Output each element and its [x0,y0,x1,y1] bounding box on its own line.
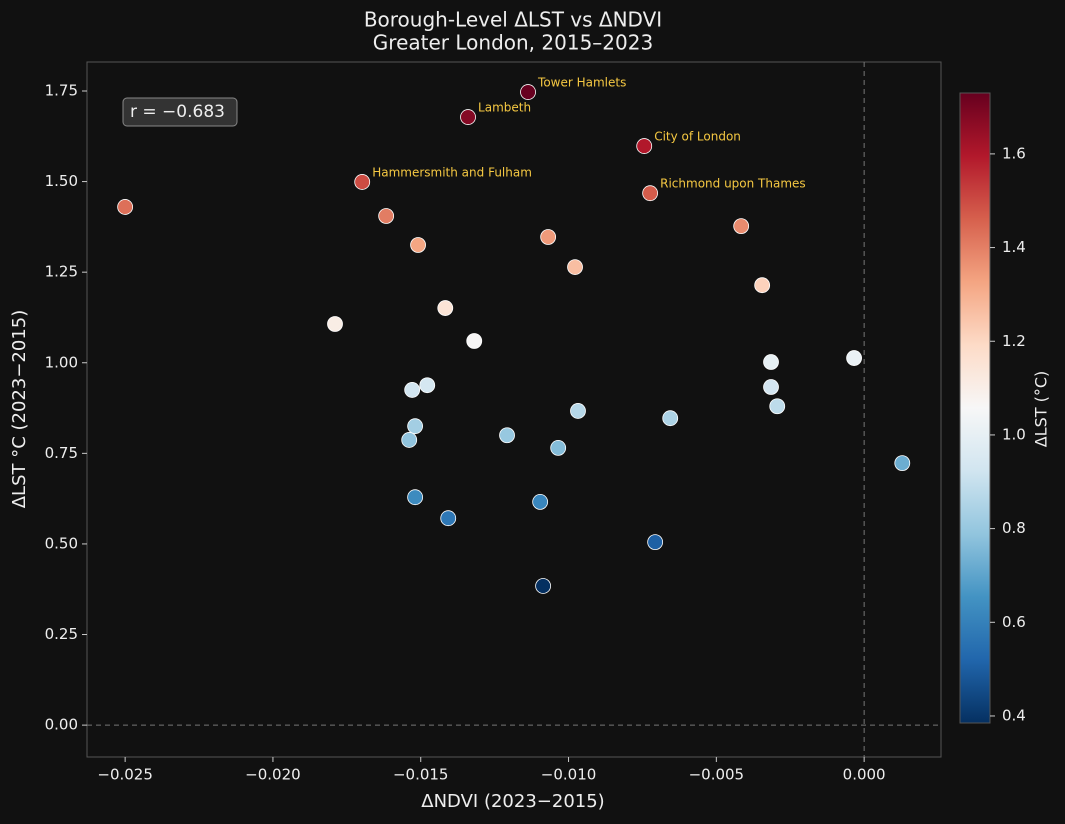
x-tick-label: −0.025 [97,766,153,784]
point-label: Lambeth [478,101,531,115]
point [570,403,586,419]
point [636,138,653,154]
point [540,229,557,245]
colorbar [959,92,991,724]
point [754,277,771,294]
y-tick-label: 1.50 [45,172,78,190]
point [733,218,750,235]
y-tick-label: 1.75 [45,81,78,99]
point [404,382,421,398]
point [567,259,583,275]
y-tick-label: 1.00 [45,353,78,371]
point [894,455,911,472]
point [410,237,426,253]
point [769,398,786,415]
point [763,354,779,370]
point-label: Richmond upon Thames [660,177,806,191]
point [460,109,476,125]
point [354,174,371,190]
point [117,199,134,215]
point [846,350,862,366]
y-tick-label: 0.00 [45,716,78,734]
point-label: Tower Hamlets [537,76,626,90]
point [763,379,779,395]
point [401,432,418,448]
point [532,494,549,510]
point [466,333,483,349]
colorbar-tick-label: 1.0 [1002,425,1026,443]
annotation: r = −0.683 [130,102,225,122]
point [407,418,424,435]
colorbar-tick-label: 0.8 [1002,519,1026,537]
y-tick-label: 0.75 [45,444,78,462]
point [647,534,664,551]
y-axis-label: ΔLST °C (2023−2015) [9,310,30,509]
colorbar-tick-label: 0.6 [1002,613,1026,631]
point [378,208,395,224]
point [419,377,436,394]
point [535,578,552,594]
y-tick-label: 1.25 [45,263,78,281]
x-tick-label: −0.010 [541,766,597,784]
point [520,84,536,100]
colorbar-label: ΔLST (°C) [1032,371,1051,448]
colorbar-tick-label: 0.4 [1002,706,1026,724]
annotation-box [122,97,238,127]
colorbar-tick-label: 1.6 [1002,144,1026,162]
colorbar-tick-label: 1.2 [1002,332,1026,350]
chart-title: Borough-Level ΔLST vs ΔNDVI [364,8,662,32]
point [499,427,515,444]
x-tick-label: −0.015 [393,766,449,784]
point [437,300,454,316]
point [327,316,343,332]
point [407,489,424,506]
colorbar-tick-label: 1.4 [1002,238,1026,256]
point-label: City of London [654,130,741,144]
point [550,440,567,456]
y-tick-label: 0.50 [45,534,78,552]
point-label: Hammersmith and Fulham [372,165,532,179]
x-tick-label: −0.005 [689,766,745,784]
plot-area [86,61,942,758]
x-tick-label: 0.000 [843,766,886,784]
point [440,510,457,527]
chart-subtitle: Greater London, 2015–2023 [373,31,653,55]
y-tick-label: 0.25 [45,625,78,643]
point [642,185,659,202]
point [662,410,679,427]
x-tick-label: −0.020 [245,766,301,784]
x-axis-label: ΔNDVI (2023−2015) [421,791,604,812]
